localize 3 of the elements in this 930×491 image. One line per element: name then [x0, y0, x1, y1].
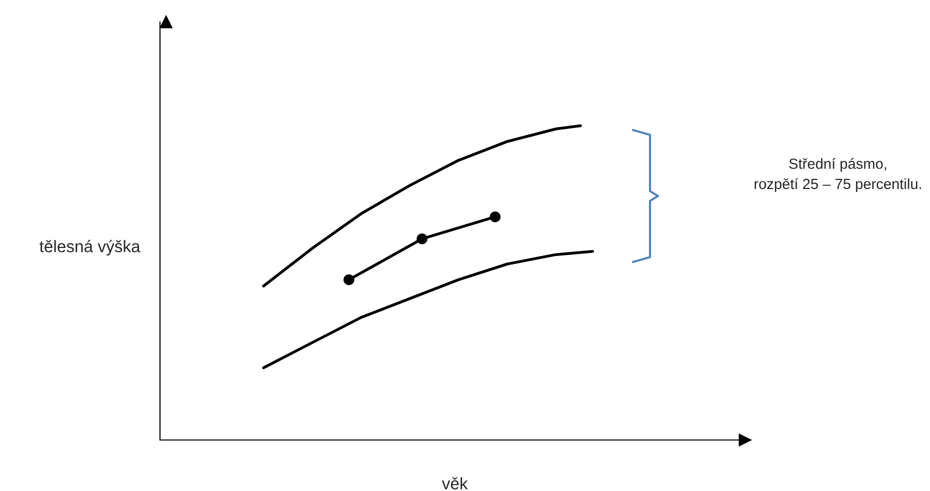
text: Střední pásmo, rozpětí 25 – 75 percentilu.	[754, 158, 921, 192]
x-axis-title: věk	[442, 477, 468, 490]
y-axis-title: tělesná výška	[40, 240, 140, 256]
